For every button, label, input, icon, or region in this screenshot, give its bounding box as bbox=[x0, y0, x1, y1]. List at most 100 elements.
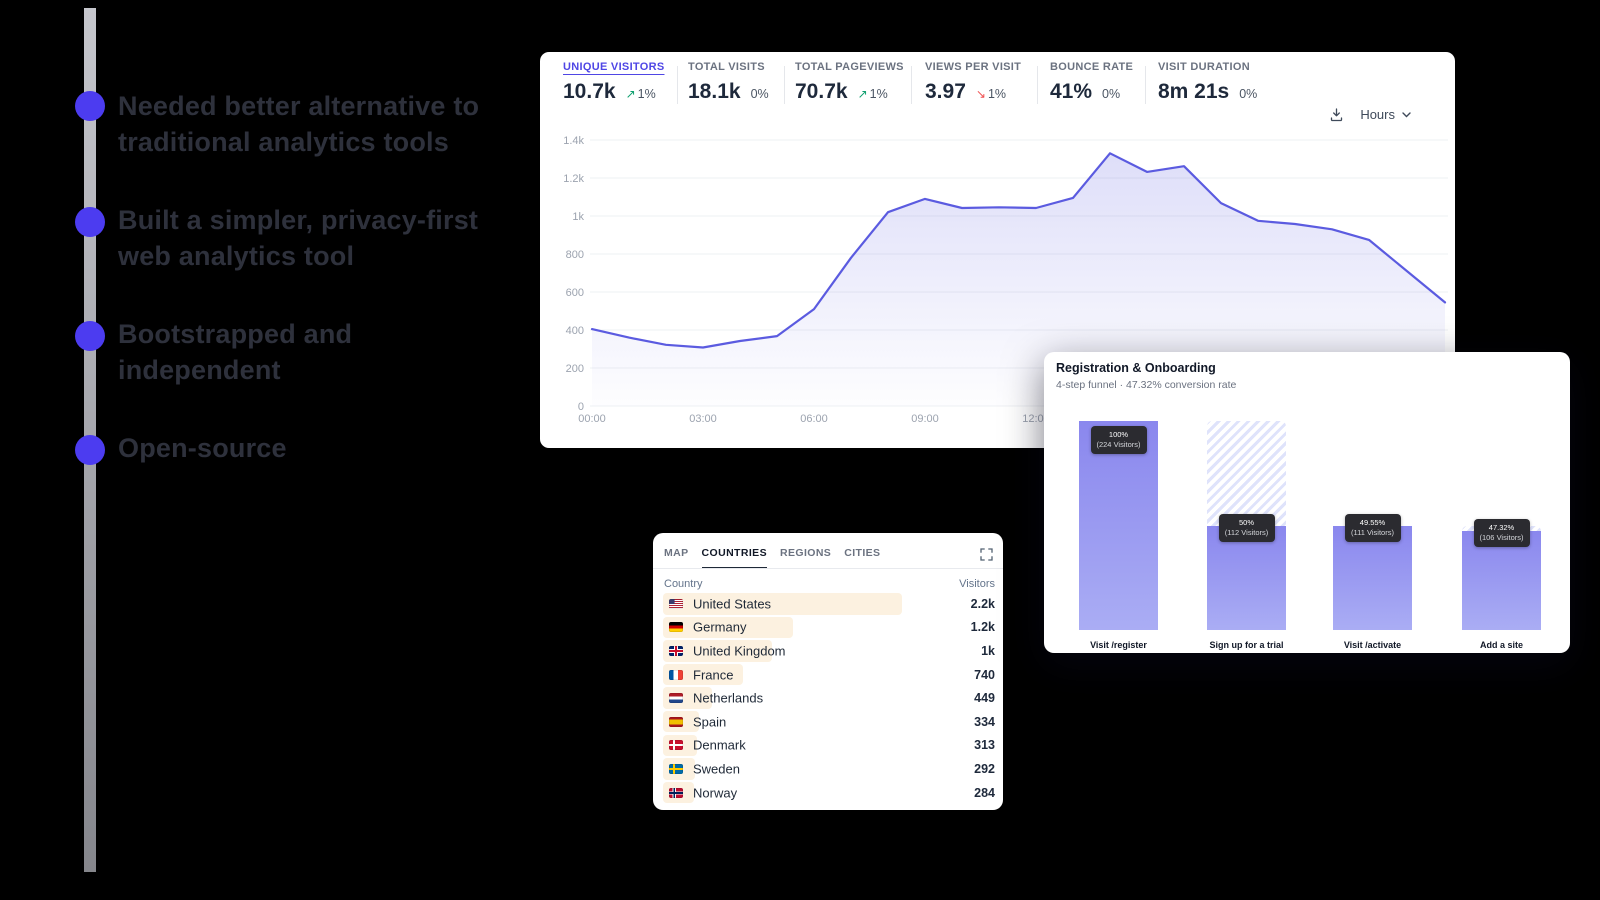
svg-text:400: 400 bbox=[566, 325, 584, 337]
stat-views-per-visit[interactable]: VIEWS PER VISIT 3.97 ↘ 1% bbox=[925, 61, 1021, 104]
funnel-badge: 100% (224 Visitors) bbox=[1090, 426, 1147, 454]
country-name: United Kingdom bbox=[693, 643, 786, 659]
country-name: United States bbox=[693, 596, 772, 612]
stat-label: UNIQUE VISITORS bbox=[563, 61, 665, 73]
svg-text:1k: 1k bbox=[572, 211, 584, 223]
funnel-bar bbox=[1333, 526, 1412, 630]
stat-change: ↗ 1% bbox=[857, 87, 888, 101]
countries-card: MAP COUNTRIES REGIONS CITIES Country Vis… bbox=[653, 533, 1003, 810]
funnel-bar bbox=[1207, 525, 1286, 630]
stat-label: TOTAL PAGEVIEWS bbox=[795, 61, 904, 73]
stat-visit-duration[interactable]: VISIT DURATION 8m 21s 0% bbox=[1158, 61, 1257, 104]
trend-arrow-icon: ↗ bbox=[857, 87, 868, 101]
divider bbox=[911, 66, 912, 104]
value-bar bbox=[663, 663, 743, 686]
country-row[interactable]: Germany 1.2k bbox=[653, 616, 1003, 640]
country-value: 1k bbox=[981, 643, 995, 658]
country-row[interactable]: Spain 334 bbox=[653, 710, 1003, 734]
stat-value: 41% bbox=[1050, 80, 1093, 103]
funnel-step: 100% (224 Visitors) Visit /register bbox=[1079, 421, 1158, 650]
geo-tabs: MAP COUNTRIES REGIONS CITIES bbox=[664, 547, 880, 569]
download-icon[interactable] bbox=[1329, 107, 1344, 122]
country-name: Netherlands bbox=[693, 690, 764, 706]
flag-se-icon bbox=[669, 763, 683, 774]
stat-value: 8m 21s bbox=[1158, 80, 1230, 103]
interval-control: Hours bbox=[1329, 107, 1411, 122]
country-name: Sweden bbox=[693, 761, 740, 777]
funnel-bar bbox=[1079, 421, 1158, 630]
funnel-step-label: Add a site bbox=[1479, 640, 1524, 650]
country-row[interactable]: United Kingdom 1k bbox=[653, 639, 1003, 663]
flag-no-icon bbox=[669, 787, 683, 798]
stat-bounce-rate[interactable]: BOUNCE RATE 41% 0% bbox=[1050, 61, 1133, 104]
country-value: 740 bbox=[974, 667, 995, 682]
column-header-visitors: Visitors bbox=[959, 578, 995, 590]
fullscreen-icon[interactable] bbox=[980, 548, 993, 561]
stat-total-pageviews[interactable]: TOTAL PAGEVIEWS 70.7k ↗ 1% bbox=[795, 61, 904, 104]
country-name: Denmark bbox=[693, 737, 746, 753]
timeline-item: Built a simpler, privacy-first web analy… bbox=[118, 202, 548, 274]
flag-gb-icon bbox=[669, 645, 683, 656]
svg-text:09:00: 09:00 bbox=[911, 413, 939, 425]
country-value: 292 bbox=[974, 761, 995, 776]
stat-total-visits[interactable]: TOTAL VISITS 18.1k 0% bbox=[688, 61, 769, 104]
value-bar bbox=[663, 640, 772, 662]
timeline-item-text: traditional analytics tools bbox=[118, 127, 449, 157]
funnel-badge: 47.32% (106 Visitors) bbox=[1473, 519, 1530, 548]
timeline-item-text: web analytics tool bbox=[118, 241, 355, 271]
flag-nl-icon bbox=[669, 693, 683, 704]
country-list: United States 2.2k Germany 1.2k United K… bbox=[653, 592, 1003, 804]
stat-unique-visitors[interactable]: UNIQUE VISITORS 10.7k ↗ 1% bbox=[563, 61, 664, 104]
stat-change: ↘ 1% bbox=[975, 87, 1007, 101]
timeline-item-text: Bootstrapped and bbox=[118, 319, 353, 349]
value-bar bbox=[663, 593, 902, 615]
funnel-bar bbox=[1462, 531, 1541, 630]
funnel-badge: 49.55% (111 Visitors) bbox=[1344, 514, 1401, 543]
stat-value: 70.7k bbox=[795, 80, 848, 103]
country-value: 449 bbox=[974, 691, 995, 706]
tab-regions[interactable]: REGIONS bbox=[779, 547, 832, 559]
country-row[interactable]: Sweden 292 bbox=[653, 757, 1003, 781]
stat-label: TOTAL VISITS bbox=[688, 61, 765, 73]
divider bbox=[1037, 66, 1038, 104]
country-value: 313 bbox=[974, 738, 995, 753]
country-value: 2.2k bbox=[970, 596, 995, 611]
svg-text:0: 0 bbox=[578, 401, 584, 413]
timeline-item-text: Open-source bbox=[118, 433, 287, 463]
funnel-step: 49.55% (111 Visitors) Visit /activate bbox=[1333, 421, 1412, 650]
country-name: France bbox=[693, 667, 734, 683]
divider bbox=[1145, 66, 1146, 104]
funnel-subtitle: 4-step funnel · 47.32% conversion rate bbox=[1056, 379, 1237, 391]
tab-map[interactable]: MAP bbox=[664, 547, 689, 559]
stat-value: 18.1k bbox=[688, 80, 741, 103]
svg-text:12:00: 12:00 bbox=[1022, 413, 1050, 425]
funnel-step-label: Sign up for a trial bbox=[1209, 640, 1284, 650]
stat-value: 10.7k bbox=[563, 80, 616, 103]
svg-text:1.2k: 1.2k bbox=[563, 173, 584, 185]
flag-dk-icon bbox=[669, 740, 683, 751]
flag-de-icon bbox=[669, 622, 683, 633]
funnel-step: 47.32% (106 Visitors) Add a site bbox=[1462, 421, 1541, 650]
country-name: Norway bbox=[693, 785, 738, 801]
country-row[interactable]: France 740 bbox=[653, 663, 1003, 687]
trend-arrow-icon: ↘ bbox=[975, 87, 986, 101]
tab-countries[interactable]: COUNTRIES bbox=[701, 547, 768, 569]
svg-text:600: 600 bbox=[566, 287, 584, 299]
country-name: Germany bbox=[693, 619, 747, 635]
timeline-item-text: Built a simpler, privacy-first bbox=[118, 205, 479, 235]
timeline-item: Open-source bbox=[118, 430, 548, 466]
stat-change: 0% bbox=[1102, 87, 1121, 101]
svg-text:1.4k: 1.4k bbox=[563, 135, 584, 147]
svg-text:00:00: 00:00 bbox=[578, 413, 606, 425]
country-row[interactable]: Norway 284 bbox=[653, 781, 1003, 805]
interval-label: Hours bbox=[1360, 107, 1395, 122]
funnel-title: Registration & Onboarding bbox=[1056, 361, 1216, 375]
tab-cities[interactable]: CITIES bbox=[844, 547, 881, 559]
country-name: Spain bbox=[693, 714, 727, 730]
svg-text:200: 200 bbox=[566, 363, 584, 375]
country-row[interactable]: Denmark 313 bbox=[653, 734, 1003, 758]
country-row[interactable]: Netherlands 449 bbox=[653, 686, 1003, 710]
interval-dropdown[interactable]: Hours bbox=[1360, 107, 1411, 122]
country-row[interactable]: United States 2.2k bbox=[653, 592, 1003, 616]
